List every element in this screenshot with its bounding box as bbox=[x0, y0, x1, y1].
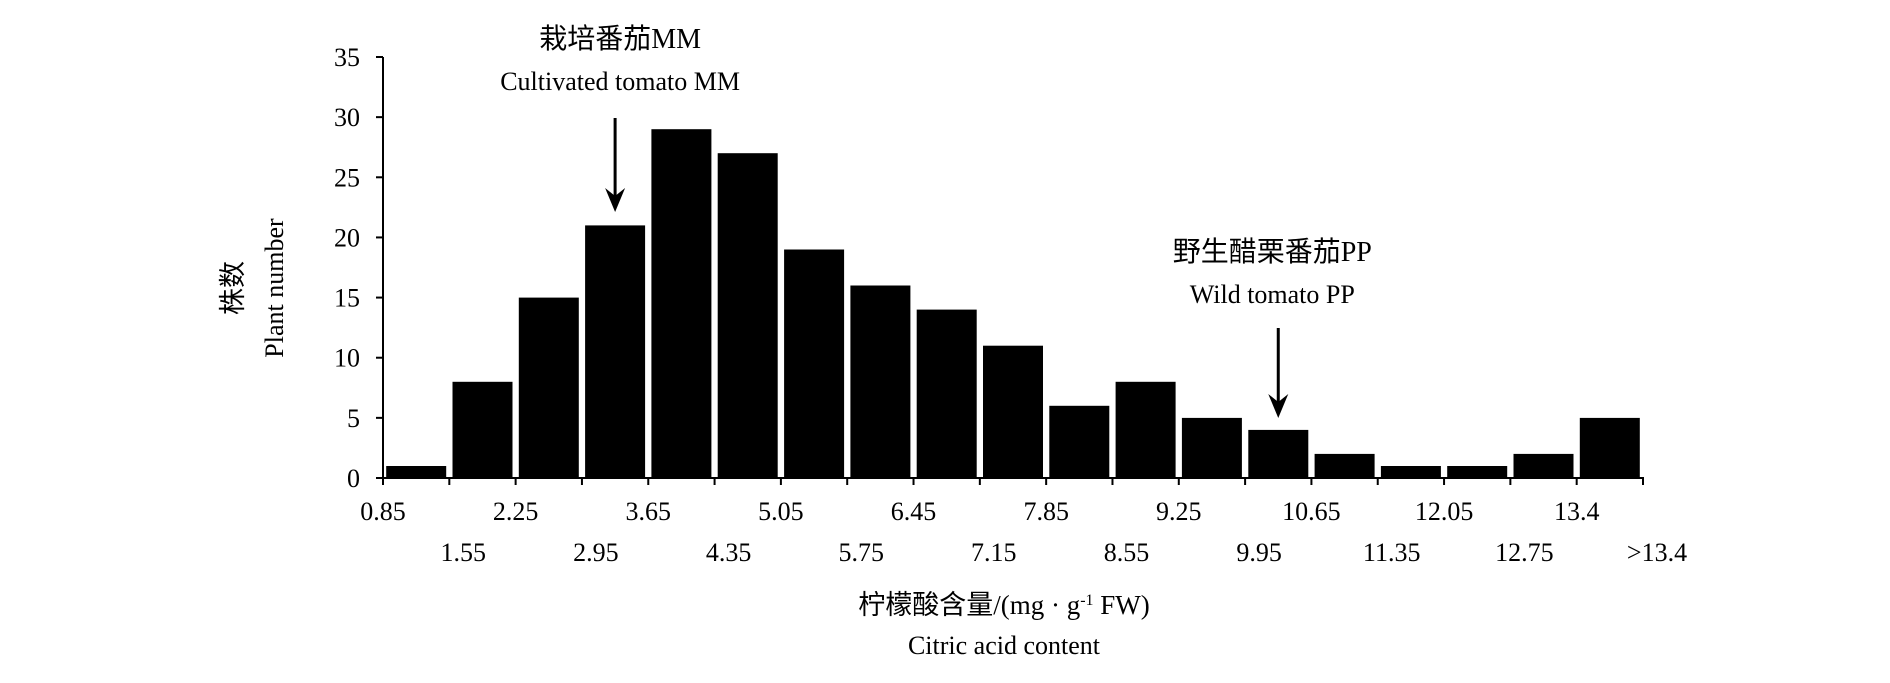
y-axis-label-en: Plant number bbox=[260, 218, 289, 358]
x-tick-label: 12.05 bbox=[1415, 497, 1474, 526]
axes-group bbox=[382, 57, 1644, 479]
y-tick-label: 15 bbox=[334, 284, 360, 313]
annotations-group: 栽培番茄MM Cultivated tomato MM 野生醋栗番茄PP Wild t… bbox=[500, 23, 1372, 418]
y-tick-label: 0 bbox=[347, 464, 360, 493]
bar bbox=[518, 297, 579, 478]
x-tick-label: 11.35 bbox=[1363, 538, 1421, 567]
x-axis-label-cn: 柠檬酸含量/(mg · g-1 FW) bbox=[858, 590, 1150, 620]
bar bbox=[983, 345, 1043, 478]
x-ticks-group: 0.85 1.552.25 2.953.65 4.355.05 5.756.45 7.15… bbox=[360, 478, 1687, 567]
bar bbox=[452, 381, 513, 478]
x-tick-label: 13.4 bbox=[1554, 497, 1600, 526]
x-tick-label: 5.05 bbox=[758, 497, 804, 526]
bar bbox=[916, 309, 977, 478]
x-tick-label: >13.4 bbox=[1627, 538, 1687, 567]
bar bbox=[1447, 466, 1508, 478]
y-tick-label: 10 bbox=[334, 344, 360, 373]
arrow-down-icon bbox=[1268, 394, 1289, 418]
x-axis-label-cn-tail: FW) bbox=[1094, 590, 1150, 620]
x-tick-label: 4.35 bbox=[706, 538, 752, 567]
bar bbox=[784, 249, 845, 478]
x-tick-label: 6.45 bbox=[891, 497, 937, 526]
bar bbox=[386, 466, 447, 478]
y-tick-label: 35 bbox=[334, 43, 360, 72]
y-ticks-group: 0 5 10 15 20 25 30 35 bbox=[334, 43, 383, 493]
x-axis-label-en: Citric acid content bbox=[908, 631, 1101, 660]
x-axis-label-cn-main: 柠檬酸含量/(mg · g bbox=[858, 590, 1080, 620]
bar bbox=[850, 285, 911, 478]
annotation-label-cn: 野生醋栗番茄PP bbox=[1173, 236, 1372, 268]
x-tick-label: 7.15 bbox=[971, 538, 1017, 567]
y-tick-label: 5 bbox=[347, 404, 360, 433]
bar bbox=[1049, 405, 1110, 478]
bars-group bbox=[386, 129, 1640, 478]
x-tick-label: 9.25 bbox=[1156, 497, 1202, 526]
bar bbox=[1579, 417, 1640, 478]
bar bbox=[1513, 453, 1574, 478]
x-tick-label: 2.25 bbox=[493, 497, 539, 526]
x-tick-label: 8.55 bbox=[1104, 538, 1150, 567]
axis-labels-group: 株数 Plant number 柠檬酸含量/(mg · g-1 FW) Citr… bbox=[218, 218, 1150, 660]
annotation-label-cn: 栽培番茄MM bbox=[539, 23, 701, 55]
x-axis-label-superscript: -1 bbox=[1080, 592, 1093, 609]
bar bbox=[651, 129, 712, 478]
y-tick-label: 20 bbox=[334, 223, 360, 252]
bar bbox=[1380, 466, 1441, 478]
x-tick-label: 0.85 bbox=[360, 497, 406, 526]
bar bbox=[1314, 453, 1375, 478]
x-tick-label: 5.75 bbox=[838, 538, 884, 567]
y-tick-label: 25 bbox=[334, 163, 360, 192]
x-tick-label: 2.95 bbox=[573, 538, 619, 567]
x-tick-label: 7.85 bbox=[1023, 497, 1069, 526]
annotation-label-en: Cultivated tomato MM bbox=[500, 67, 740, 96]
bar bbox=[585, 225, 646, 478]
y-tick-label: 30 bbox=[334, 103, 360, 132]
bar bbox=[1115, 381, 1176, 478]
x-tick-label: 12.75 bbox=[1495, 538, 1554, 567]
x-tick-label: 9.95 bbox=[1236, 538, 1282, 567]
bar bbox=[1181, 417, 1242, 478]
annotation-label-en: Wild tomato PP bbox=[1190, 280, 1355, 309]
x-tick-label: 1.55 bbox=[441, 538, 487, 567]
bar bbox=[717, 153, 778, 478]
arrow-down-icon bbox=[605, 188, 626, 212]
bar bbox=[1248, 429, 1309, 478]
x-tick-label: 3.65 bbox=[626, 497, 672, 526]
y-axis-label-cn: 株数 bbox=[218, 261, 248, 315]
x-tick-label: 10.65 bbox=[1282, 497, 1341, 526]
